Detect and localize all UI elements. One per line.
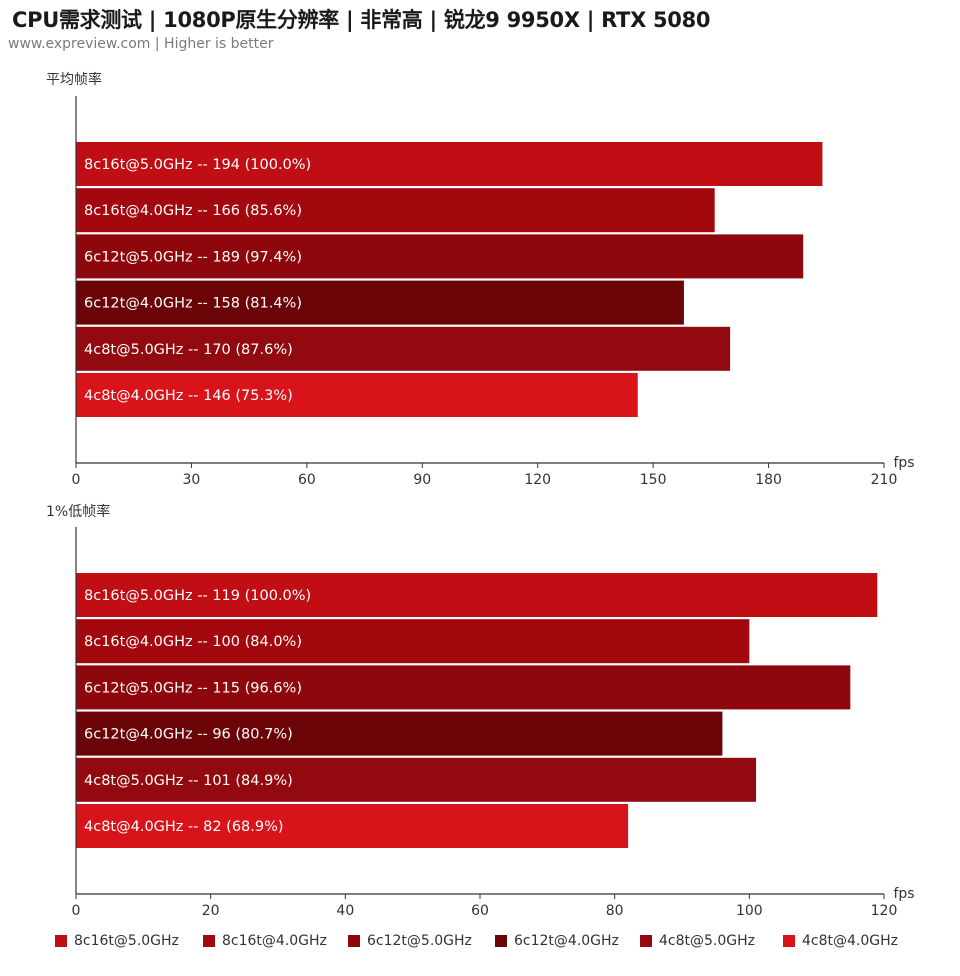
bar-label-1-1: 8c16t@4.0GHz -- 100 (84.0%) [84, 634, 302, 650]
legend-label: 6c12t@4.0GHz [514, 933, 619, 949]
x-tick-label-1-2: 40 [336, 903, 354, 919]
bar-label-1-0: 8c16t@5.0GHz -- 119 (100.0%) [84, 588, 311, 604]
legend-item: 8c16t@4.0GHz [203, 930, 327, 952]
bar-label-0-3: 6c12t@4.0GHz -- 158 (81.4%) [84, 296, 302, 312]
x-tick-label-1-1: 20 [202, 903, 220, 919]
bar-label-0-5: 4c8t@4.0GHz -- 146 (75.3%) [84, 388, 293, 404]
bar-label-1-4: 4c8t@5.0GHz -- 101 (84.9%) [84, 773, 293, 789]
legend-item: 8c16t@5.0GHz [55, 930, 179, 952]
legend-item: 6c12t@4.0GHz [495, 930, 619, 952]
page-subtitle: www.expreview.com | Higher is better [8, 36, 274, 52]
legend-label: 4c8t@5.0GHz [659, 933, 755, 949]
x-tick-label-1-6: 120 [871, 903, 898, 919]
page-title: CPU需求测试 | 1080P原生分辨率 | 非常高 | 锐龙9 9950X |… [12, 8, 711, 32]
x-tick-label-1-4: 80 [606, 903, 624, 919]
bar-0-5 [76, 373, 638, 417]
legend-swatch [55, 935, 67, 947]
x-tick-label-0-6: 180 [755, 472, 782, 488]
legend-item: 4c8t@5.0GHz [640, 930, 755, 952]
x-tick-label-1-0: 0 [72, 903, 81, 919]
legend-swatch [348, 935, 360, 947]
bar-0-3 [76, 280, 684, 325]
bar-label-0-2: 6c12t@5.0GHz -- 189 (97.4%) [84, 249, 302, 265]
x-tick-label-0-0: 0 [72, 472, 81, 488]
bar-label-1-5: 4c8t@4.0GHz -- 82 (68.9%) [84, 819, 284, 835]
x-tick-label-1-3: 60 [471, 903, 489, 919]
legend-label: 8c16t@5.0GHz [74, 933, 179, 949]
bar-1-0 [76, 573, 878, 617]
bar-0-1 [76, 188, 715, 233]
bar-1-1 [76, 619, 750, 664]
x-tick-label-0-4: 120 [524, 472, 551, 488]
x-axis-unit-0: fps [893, 455, 914, 471]
legend-item: 6c12t@5.0GHz [348, 930, 472, 952]
chart-title-1: 1%低帧率 [46, 503, 110, 520]
bar-0-2 [76, 234, 804, 279]
bar-1-5 [76, 804, 629, 848]
x-tick-label-0-3: 90 [413, 472, 431, 488]
legend-label: 6c12t@5.0GHz [367, 933, 472, 949]
x-tick-label-0-2: 60 [298, 472, 316, 488]
bar-label-1-2: 6c12t@5.0GHz -- 115 (96.6%) [84, 680, 302, 696]
x-axis-unit-1: fps [893, 886, 914, 902]
bar-0-0 [76, 142, 823, 186]
bar-0-4 [76, 326, 731, 371]
legend: 8c16t@5.0GHz 8c16t@4.0GHz 6c12t@5.0GHz 6c12… [0, 930, 960, 952]
legend-swatch [203, 935, 215, 947]
bar-1-2 [76, 665, 851, 710]
legend-swatch [495, 935, 507, 947]
bar-label-0-0: 8c16t@5.0GHz -- 194 (100.0%) [84, 157, 311, 173]
bar-label-0-1: 8c16t@4.0GHz -- 166 (85.6%) [84, 203, 302, 219]
x-tick-label-0-5: 150 [640, 472, 667, 488]
legend-swatch [640, 935, 652, 947]
bar-label-1-3: 6c12t@4.0GHz -- 96 (80.7%) [84, 727, 293, 743]
chart-title-0: 平均帧率 [46, 71, 102, 88]
x-tick-label-0-7: 210 [871, 472, 898, 488]
legend-label: 4c8t@4.0GHz [802, 933, 898, 949]
legend-swatch [783, 935, 795, 947]
legend-label: 8c16t@4.0GHz [222, 933, 327, 949]
bar-label-0-4: 4c8t@5.0GHz -- 170 (87.6%) [84, 342, 293, 358]
x-tick-label-0-1: 30 [183, 472, 201, 488]
x-tick-label-1-5: 100 [736, 903, 763, 919]
bar-1-4 [76, 757, 757, 802]
bar-1-3 [76, 711, 723, 756]
legend-item: 4c8t@4.0GHz [783, 930, 898, 952]
